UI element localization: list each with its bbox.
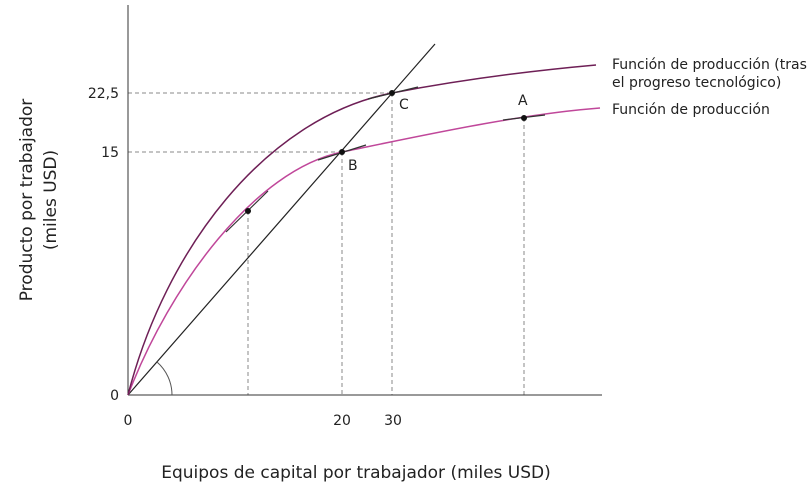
point-label: C [399,97,409,113]
x-tick-label: 20 [333,413,351,429]
point [339,149,345,155]
y-tick-label: 0 [110,388,119,404]
ray [127,43,436,396]
x-axis-title: Equipos de capital por trabajador (miles… [161,463,551,483]
y-tick-label: 22,5 [88,86,119,102]
point-label: A [518,93,528,109]
production-function-upgraded [127,64,597,396]
curve-label: Función de producción [612,102,770,118]
point [521,115,527,121]
curve-label: Función de producción (tras [612,57,807,73]
x-tick-label: 0 [124,413,133,429]
point [389,90,395,96]
curve-label: el progreso tecnológico) [612,75,781,91]
angle [156,361,173,396]
y-axis-title: (miles USD) [41,150,61,250]
y-axis-title: Producto por trabajador [17,99,37,302]
x-tick-label: 30 [384,413,402,429]
production-function [127,107,601,396]
point [245,208,251,214]
point-label: B [348,158,358,174]
y-tick-label: 15 [101,145,119,161]
